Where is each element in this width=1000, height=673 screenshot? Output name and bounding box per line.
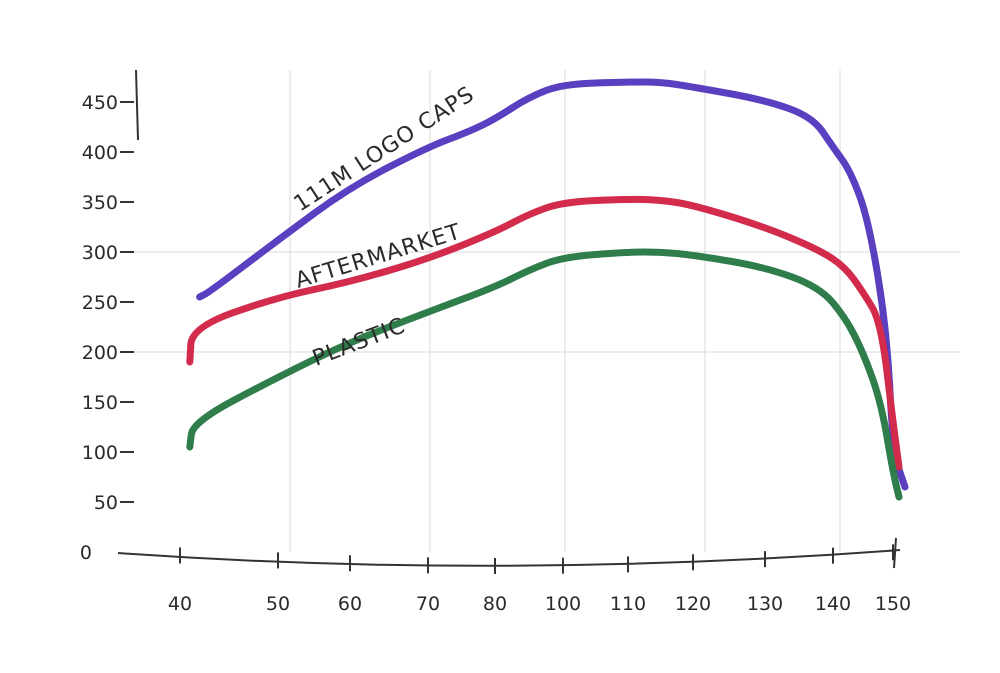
y-tick-label: 400 xyxy=(82,142,118,164)
x-axis-end-tick xyxy=(893,537,897,569)
x-tick-label: 80 xyxy=(483,593,507,615)
x-tick-label: 120 xyxy=(675,593,711,615)
y-tick-label: 300 xyxy=(82,242,118,264)
series-label-111m-logo-caps: 111M LOGO CAPS xyxy=(290,82,480,217)
y-tick-label: 0 xyxy=(80,542,92,564)
x-tick-label: 110 xyxy=(610,593,646,615)
y-axis-line xyxy=(135,69,139,141)
y-tick-label: 450 xyxy=(82,92,118,114)
x-tick-label: 60 xyxy=(338,593,362,615)
series-label-plastic: PLASTIC xyxy=(309,313,409,371)
x-tick-label: 50 xyxy=(266,593,290,615)
axes xyxy=(117,69,901,569)
x-tick-label: 150 xyxy=(875,593,911,615)
series-line-plastic xyxy=(186,248,903,501)
series-line-aftermarket xyxy=(186,195,903,471)
x-tick-label: 130 xyxy=(747,593,783,615)
y-tick-label: 50 xyxy=(94,492,118,514)
x-tick-label: 70 xyxy=(416,593,440,615)
y-tick-label: 250 xyxy=(82,292,118,314)
x-tick-label: 140 xyxy=(815,593,851,615)
y-tick-label: 350 xyxy=(82,192,118,214)
x-tick-label: 100 xyxy=(545,593,581,615)
series-lines xyxy=(186,78,909,501)
y-tick-label: 200 xyxy=(82,342,118,364)
x-axis-line xyxy=(117,549,901,567)
y-tick-label: 150 xyxy=(82,392,118,414)
series-line-111m-logo-caps xyxy=(196,78,909,491)
y-tick-label: 100 xyxy=(82,442,118,464)
tick-labels: 0 50 100 150 200 250 300 350 400 450 40 50 60 70 80 100… xyxy=(80,92,911,615)
x-tick-label: 40 xyxy=(168,593,192,615)
